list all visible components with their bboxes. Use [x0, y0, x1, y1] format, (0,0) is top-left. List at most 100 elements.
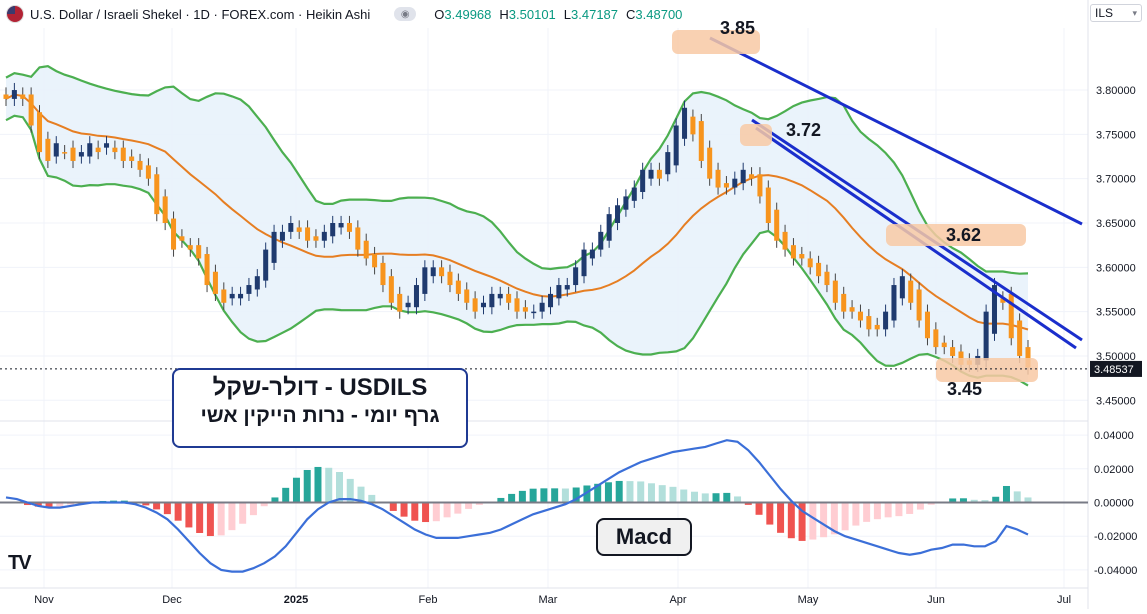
macd-histogram-bar	[303, 469, 311, 503]
annotation-peak-2: 3.72	[786, 120, 821, 140]
macd-histogram-bar	[604, 482, 612, 503]
candle-up	[564, 285, 570, 290]
macd-histogram-bar	[1024, 497, 1032, 503]
macd-histogram-bar	[959, 498, 967, 503]
currency-label: ILS	[1095, 6, 1114, 20]
candle-up	[271, 231, 277, 263]
macd-line	[5, 439, 1029, 573]
low-value: 3.47187	[571, 6, 619, 22]
macd-histogram-bar	[583, 485, 591, 503]
candle-up	[631, 187, 637, 201]
candle-up	[321, 231, 327, 241]
macd-histogram-bar	[508, 493, 516, 503]
macd-histogram-bar	[540, 488, 548, 503]
candle-up	[581, 249, 587, 277]
candle-down	[514, 298, 520, 312]
macd-histogram-bar	[1013, 491, 1021, 503]
macd-histogram-bar	[45, 502, 53, 508]
candle-down	[1000, 298, 1006, 303]
time-axis-tick: Nov	[34, 594, 54, 606]
macd-histogram-bar	[841, 502, 849, 531]
candle-up	[489, 293, 495, 308]
candle-up	[606, 214, 612, 241]
macd-histogram-bar	[1002, 485, 1010, 503]
highlight-box-peak-1	[672, 30, 760, 54]
tradingview-logo-icon[interactable]: TV	[8, 552, 32, 574]
macd-histogram-bar	[992, 496, 1000, 503]
candle-down	[941, 342, 947, 348]
price-axis-tick: 3.65000	[1096, 218, 1136, 230]
macd-histogram-bar	[217, 502, 225, 536]
candle-up	[648, 169, 654, 179]
candle-down	[464, 289, 470, 303]
currency-selector[interactable]: ILS ▾	[1090, 4, 1142, 22]
macd-histogram-bar	[497, 497, 505, 503]
macd-histogram-bar	[615, 480, 623, 503]
candle-up	[87, 143, 93, 157]
candle-down	[212, 271, 218, 294]
price-axis-tick: 3.70000	[1096, 174, 1136, 186]
candle-down	[313, 236, 319, 241]
highlight-box-low-1	[936, 358, 1038, 382]
candle-down	[790, 245, 796, 259]
high-label: H	[499, 6, 509, 22]
macd-axis-tick: -0.04000	[1094, 565, 1137, 577]
candle-up	[673, 125, 679, 166]
candle-down	[933, 329, 939, 348]
candle-down	[472, 298, 478, 312]
macd-histogram-bar	[594, 483, 602, 503]
macd-label: Macd	[615, 524, 673, 549]
candle-up	[883, 311, 889, 330]
price-axis-tick: 3.75000	[1096, 129, 1136, 141]
time-axis-tick: Jul	[1057, 594, 1071, 606]
candle-down	[36, 112, 43, 153]
candle-down	[439, 267, 445, 277]
candle-up	[330, 223, 336, 237]
time-axis-tick: May	[798, 594, 819, 606]
macd-histogram-bar	[56, 502, 64, 507]
candle-up	[665, 152, 671, 175]
price-axis-tick: 3.45000	[1096, 395, 1136, 407]
macd-histogram-bar	[820, 502, 828, 538]
macd-histogram-bar	[884, 502, 892, 518]
candle-up	[246, 285, 252, 294]
macd-histogram-bar	[518, 490, 526, 503]
macd-histogram-bar	[163, 502, 171, 515]
candle-up	[891, 285, 897, 321]
candle-up	[531, 311, 537, 314]
macd-histogram-bar	[873, 502, 881, 520]
trend-line-upper	[709, 36, 1083, 226]
macd-histogram-bar	[647, 483, 655, 503]
macd-histogram-bar	[325, 467, 333, 503]
macd-histogram-bar	[228, 502, 236, 531]
time-axis-tick: Apr	[669, 594, 686, 606]
candle-down	[112, 147, 118, 153]
candle-down	[196, 245, 202, 259]
candle-down	[1017, 320, 1023, 356]
candle-up	[539, 302, 545, 312]
candle-up	[589, 249, 595, 259]
macd-histogram-bar	[206, 502, 214, 537]
candle-down	[129, 156, 135, 161]
symbol-header[interactable]: U.S. Dollar / Israeli Shekel · 1D · FORE…	[0, 0, 686, 28]
macd-histogram-bar	[196, 502, 204, 533]
open-label: O	[434, 6, 445, 22]
candle-down	[807, 258, 813, 268]
candle-down	[120, 147, 126, 161]
bollinger-upper-line	[5, 65, 1029, 275]
time-axis-tick: 2025	[284, 594, 308, 606]
candle-down	[305, 227, 311, 241]
candle-up	[547, 293, 554, 308]
macd-histogram-bar	[680, 489, 688, 503]
candle-up	[78, 152, 84, 157]
macd-histogram-bar	[239, 502, 247, 524]
candle-up	[615, 205, 621, 223]
eye-icon[interactable]: ◉	[394, 7, 417, 21]
highlight-box-peak-2	[740, 124, 772, 146]
candle-down	[380, 262, 386, 286]
candle-down	[765, 187, 771, 223]
candle-down	[1008, 293, 1014, 339]
title-line-1: USDILS - דולר-שקל	[212, 374, 428, 401]
open-value: 3.49968	[444, 6, 492, 22]
candle-up	[288, 223, 294, 232]
